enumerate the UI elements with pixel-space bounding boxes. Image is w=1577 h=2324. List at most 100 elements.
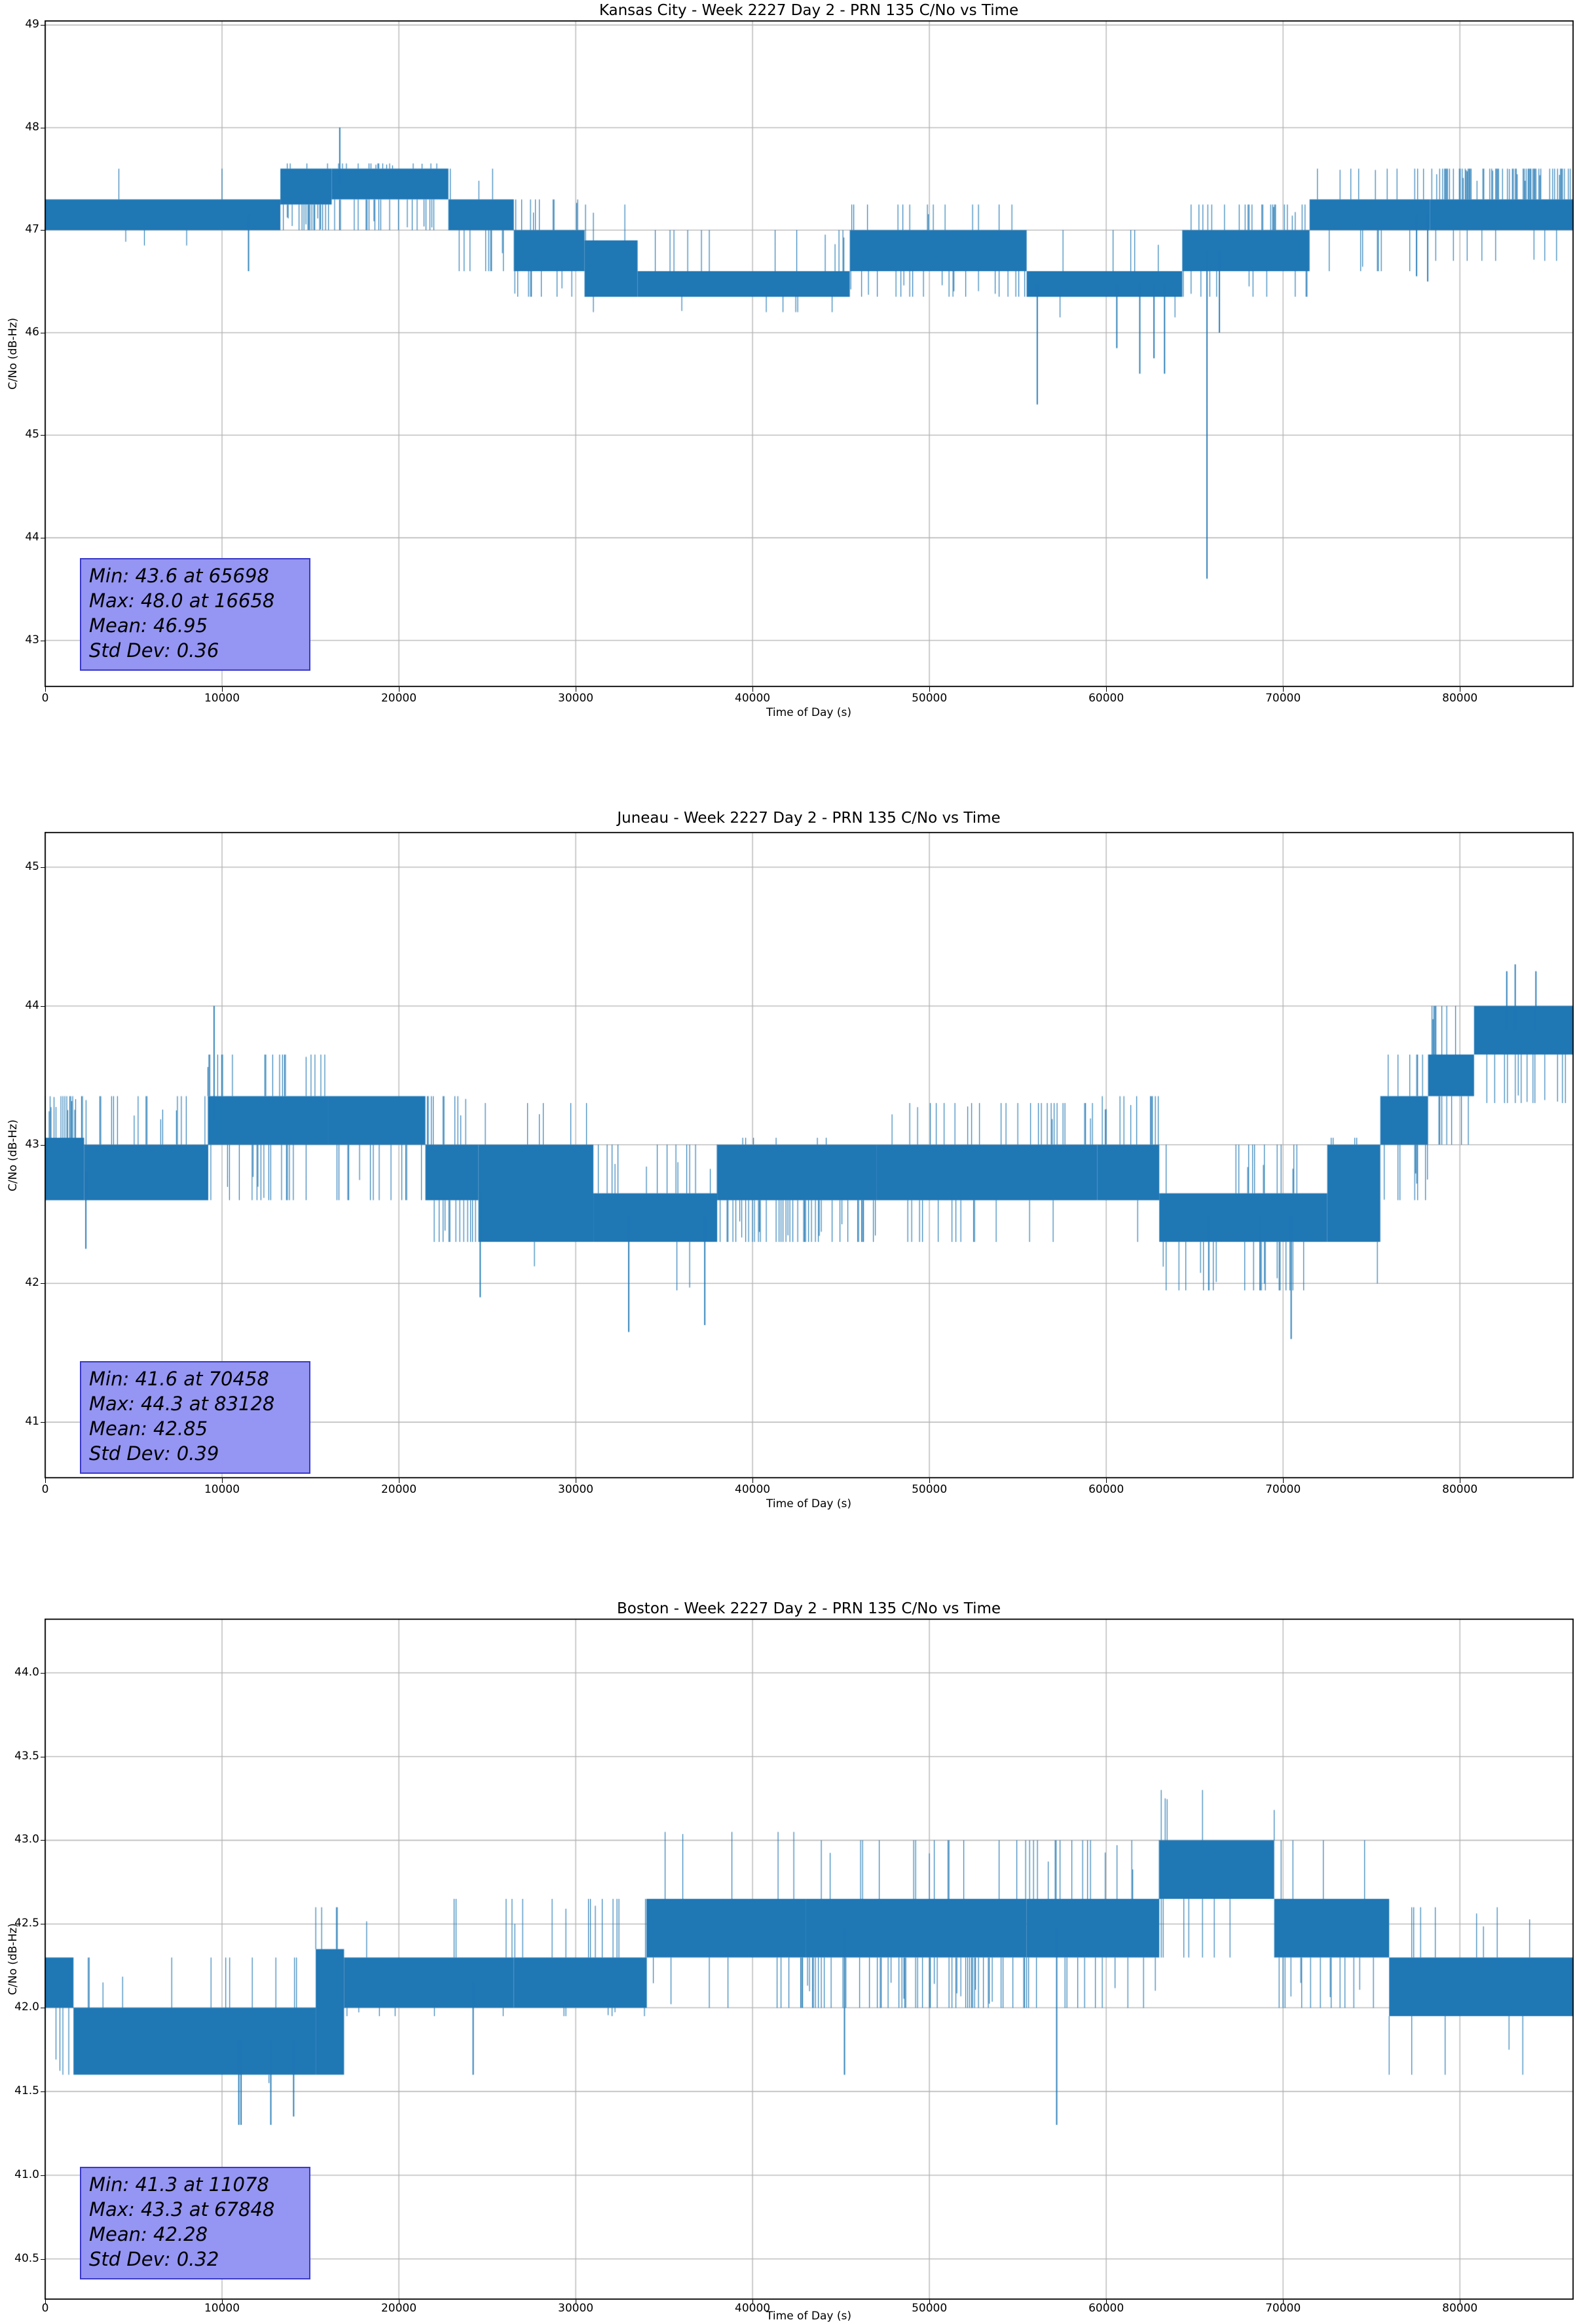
y-tick-mark [41, 435, 45, 436]
y-tick-label: 43 [25, 1137, 39, 1151]
y-axis-label: C/No (dB-Hz) [7, 1923, 20, 1995]
x-tick-label: 80000 [1442, 692, 1478, 705]
stats-box: Min: 41.3 at 11078 Max: 43.3 at 67848 Me… [80, 2167, 310, 2279]
y-tick-mark [41, 1422, 45, 1423]
x-tick-label: 10000 [204, 692, 240, 705]
x-tick-mark [1283, 687, 1284, 692]
x-tick-mark [929, 1478, 931, 1483]
x-tick-label: 70000 [1265, 692, 1301, 705]
x-tick-label: 0 [41, 692, 49, 705]
x-tick-mark [222, 1478, 223, 1483]
y-tick-label: 43 [25, 633, 39, 647]
x-tick-label: 0 [41, 2302, 49, 2315]
stats-min: Min: 43.6 at 65698 [89, 565, 269, 587]
x-tick-mark [1283, 1478, 1284, 1483]
x-tick-label: 70000 [1265, 1483, 1301, 1496]
x-tick-mark [752, 1478, 754, 1483]
stats-stddev: Std Dev: 0.32 [89, 2248, 219, 2270]
x-tick-label: 70000 [1265, 2302, 1301, 2315]
y-tick-mark [41, 2175, 45, 2176]
y-tick-mark [41, 1144, 45, 1146]
y-tick-mark [41, 1283, 45, 1284]
y-tick-label: 45 [25, 859, 39, 873]
stats-mean: Mean: 46.95 [89, 614, 208, 637]
x-tick-label: 50000 [912, 692, 948, 705]
stats-max: Max: 44.3 at 83128 [89, 1393, 275, 1415]
x-tick-mark [929, 687, 931, 692]
y-axis-label: C/No (dB-Hz) [7, 318, 20, 390]
x-tick-label: 80000 [1442, 2302, 1478, 2315]
y-tick-label: 40.5 [14, 2251, 39, 2265]
x-tick-label: 50000 [912, 1483, 948, 1496]
y-tick-mark [41, 1672, 45, 1674]
x-tick-label: 60000 [1088, 2302, 1124, 2315]
y-tick-mark [41, 1840, 45, 1841]
stats-mean: Mean: 42.85 [89, 1417, 208, 1440]
plot-area [45, 20, 1574, 687]
x-tick-label: 20000 [380, 2302, 417, 2315]
x-tick-label: 0 [41, 1483, 49, 1496]
x-tick-mark [929, 2300, 931, 2304]
x-tick-label: 10000 [204, 2302, 240, 2315]
x-tick-label: 30000 [558, 1483, 594, 1496]
stats-max: Max: 48.0 at 16658 [89, 590, 275, 612]
y-tick-label: 47 [25, 223, 39, 236]
y-tick-label: 42 [25, 1276, 39, 1290]
x-tick-mark [45, 687, 46, 692]
x-tick-label: 30000 [558, 692, 594, 705]
stats-min: Min: 41.6 at 70458 [89, 1368, 269, 1390]
y-tick-label: 42.5 [14, 1917, 39, 1930]
x-tick-label: 60000 [1088, 1483, 1124, 1496]
x-tick-label: 40000 [735, 1483, 771, 1496]
x-tick-mark [1106, 1478, 1107, 1483]
x-tick-mark [222, 2300, 223, 2304]
x-tick-label: 20000 [380, 692, 417, 705]
chart-title: Boston - Week 2227 Day 2 - PRN 135 C/No … [616, 1600, 1001, 1617]
stats-box: Min: 43.6 at 65698 Max: 48.0 at 16658 Me… [80, 558, 310, 671]
y-tick-mark [41, 25, 45, 26]
x-tick-label: 30000 [558, 2302, 594, 2315]
y-tick-label: 41.0 [14, 2167, 39, 2181]
y-tick-label: 44 [25, 998, 39, 1012]
y-axis-label: C/No (dB-Hz) [7, 1119, 20, 1191]
plot-area [45, 832, 1574, 1478]
stats-stddev: Std Dev: 0.36 [89, 639, 219, 662]
y-tick-mark [41, 230, 45, 231]
y-tick-label: 44 [25, 531, 39, 544]
y-tick-mark [41, 2258, 45, 2260]
x-tick-label: 40000 [735, 692, 771, 705]
x-tick-label: 20000 [380, 1483, 417, 1496]
x-axis-label: Time of Day (s) [766, 2310, 851, 2323]
y-tick-label: 41 [25, 1415, 39, 1429]
y-tick-label: 45 [25, 428, 39, 441]
stats-min: Min: 41.3 at 11078 [89, 2173, 269, 2196]
stats-max: Max: 43.3 at 67848 [89, 2198, 275, 2221]
x-tick-mark [222, 687, 223, 692]
x-tick-mark [1283, 2300, 1284, 2304]
y-tick-label: 43.0 [14, 1833, 39, 1846]
y-tick-label: 43.5 [14, 1749, 39, 1763]
x-tick-mark [45, 2300, 46, 2304]
y-tick-label: 42.0 [14, 2000, 39, 2014]
plot-area [45, 1619, 1574, 2300]
x-tick-mark [1106, 687, 1107, 692]
y-tick-mark [41, 2091, 45, 2092]
x-tick-mark [1106, 2300, 1107, 2304]
chart-title: Juneau - Week 2227 Day 2 - PRN 135 C/No … [617, 810, 1001, 827]
y-tick-label: 49 [25, 18, 39, 31]
x-tick-label: 10000 [204, 1483, 240, 1496]
y-tick-label: 44.0 [14, 1665, 39, 1679]
chart-title: Kansas City - Week 2227 Day 2 - PRN 135 … [599, 2, 1019, 19]
x-tick-mark [45, 1478, 46, 1483]
x-tick-mark [752, 687, 754, 692]
y-tick-mark [41, 867, 45, 868]
x-tick-label: 80000 [1442, 1483, 1478, 1496]
x-tick-mark [752, 2300, 754, 2304]
x-axis-label: Time of Day (s) [766, 706, 851, 719]
y-tick-label: 46 [25, 325, 39, 339]
y-tick-mark [41, 1005, 45, 1007]
stats-mean: Mean: 42.28 [89, 2223, 208, 2245]
x-tick-label: 50000 [912, 2302, 948, 2315]
